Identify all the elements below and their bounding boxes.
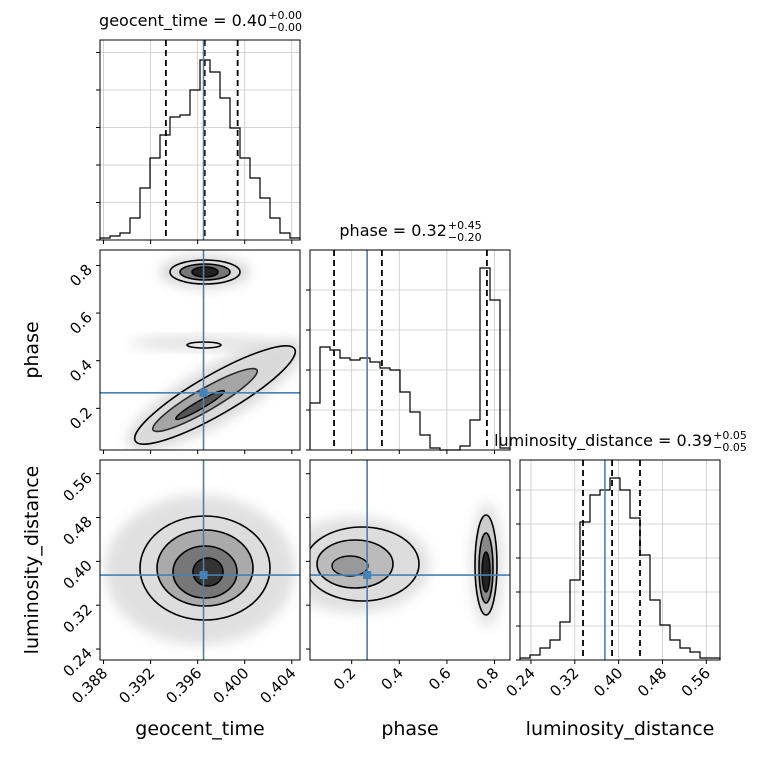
truth-marker	[363, 571, 372, 580]
y-tick-label: 0.4	[66, 356, 96, 386]
y-tick-label: 0.6	[66, 308, 96, 338]
truth-marker	[199, 571, 208, 580]
density-clouds	[105, 256, 503, 645]
y-axis-label: luminosity_distance	[21, 466, 43, 655]
truth-marker	[199, 388, 208, 397]
x-tick-label: 0.400	[209, 664, 252, 707]
x-tick-label: 0.2	[330, 664, 360, 694]
y-tick-label: 0.48	[59, 513, 95, 549]
y-tick-label: 0.40	[59, 556, 95, 592]
title-lower: −0.20	[448, 231, 482, 244]
axes-frame	[99, 459, 301, 661]
y-tick-label: 0.2	[66, 403, 96, 433]
panel-title: phase = 0.32	[339, 221, 446, 240]
y-tick-label: 0.8	[66, 261, 96, 291]
x-tick-label: 0.404	[256, 664, 299, 707]
x-tick-label: 0.32	[546, 664, 582, 700]
axes-frame	[519, 459, 721, 661]
x-axis-label: luminosity_distance	[526, 718, 715, 740]
panel-title: geocent_time = 0.40	[99, 11, 267, 31]
title-upper: +0.05	[713, 429, 747, 442]
x-tick-label: 0.396	[162, 664, 205, 707]
panel-title: luminosity_distance = 0.39	[494, 431, 712, 451]
histogram	[99, 59, 301, 240]
histogram	[309, 267, 511, 451]
x-tick-label: 0.56	[678, 664, 714, 700]
x-axis-label: phase	[381, 718, 438, 740]
axes-frame	[99, 249, 301, 451]
x-tick-label: 0.8	[473, 664, 503, 694]
y-tick-label: 0.56	[59, 469, 95, 505]
axes-frame	[309, 459, 511, 661]
x-tick-label: 0.4	[378, 664, 408, 694]
x-tick-label: 0.24	[502, 664, 538, 700]
axes-frame	[309, 249, 511, 451]
x-tick-label: 0.40	[590, 664, 626, 700]
x-tick-label: 0.392	[115, 664, 158, 707]
x-tick-label: 0.48	[634, 664, 670, 700]
y-tick-label: 0.32	[59, 600, 95, 636]
title-lower: −0.00	[268, 21, 302, 34]
x-tick-label: 0.6	[425, 664, 455, 694]
axes-frame	[99, 39, 301, 241]
histogram	[519, 477, 721, 660]
y-axis-label: phase	[21, 321, 43, 378]
title-lower: −0.05	[713, 441, 747, 454]
title-upper: +0.00	[268, 9, 302, 22]
title-upper: +0.45	[448, 219, 482, 232]
x-axis-label: geocent_time	[135, 718, 264, 740]
